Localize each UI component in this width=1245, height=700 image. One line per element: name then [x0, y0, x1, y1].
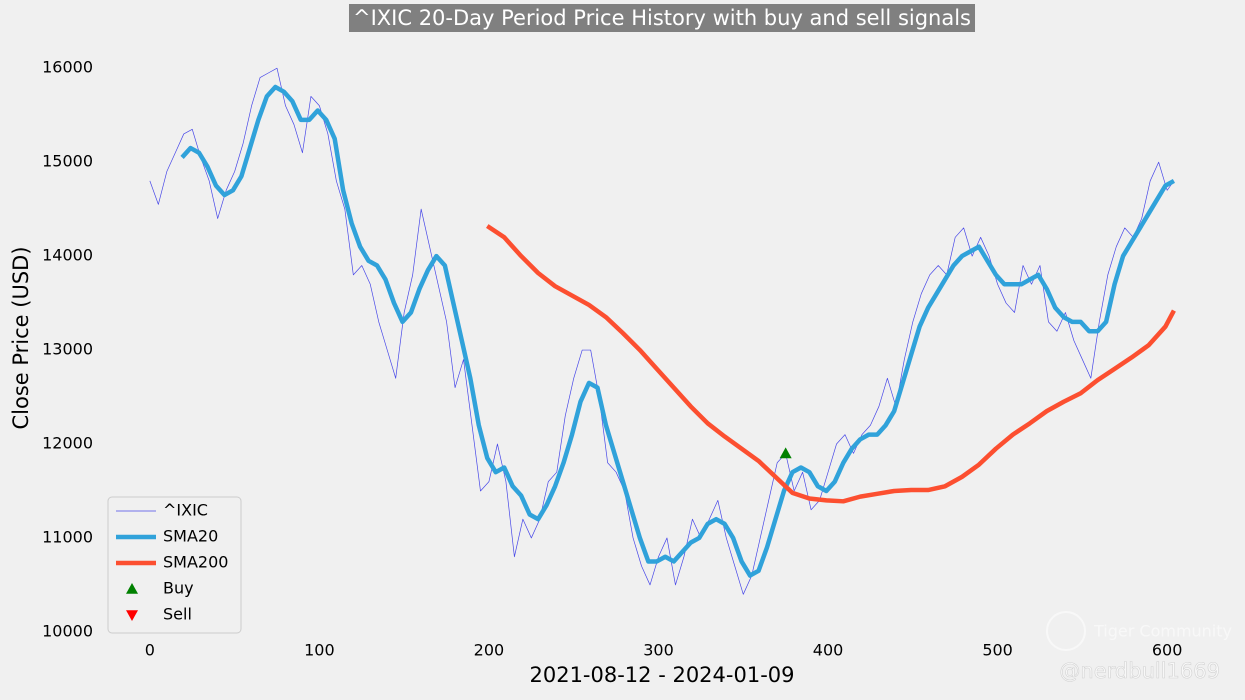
x-tick-label: 100 [304, 641, 335, 660]
y-tick-label: 13000 [42, 340, 93, 359]
y-tick-label: 16000 [42, 58, 93, 77]
legend-label: Buy [163, 579, 194, 598]
watermark-text: @nerdbull1669 [1059, 659, 1220, 683]
legend-label: SMA200 [163, 553, 228, 572]
line-series [149, 67, 1175, 595]
legend-label: SMA20 [163, 527, 218, 546]
x-axis-label: 2021-08-12 - 2024-01-09 [529, 663, 794, 687]
legend-swatch [126, 583, 138, 594]
y-tick-label: 15000 [42, 152, 93, 171]
legend: ^IXIC SMA20 SMA200 Buy Sell [107, 496, 242, 634]
x-tick-label: 300 [643, 641, 674, 660]
x-tick-label: 500 [982, 641, 1013, 660]
watermark-logo [1046, 611, 1086, 651]
watermark-text: Tiger Community [1093, 622, 1232, 641]
signal-marker [779, 447, 792, 459]
y-tick-label: 10000 [42, 621, 93, 640]
line-series [180, 84, 1176, 578]
y-tick-label: 12000 [42, 434, 93, 453]
legend-label: Sell [163, 605, 192, 624]
x-tick-label: 200 [474, 641, 505, 660]
y-axis-label: Close Price (USD) [9, 246, 33, 429]
x-tick-label: 0 [145, 641, 155, 660]
y-tick-label: 14000 [42, 246, 93, 265]
x-tick-label: 400 [813, 641, 844, 660]
legend-label: ^IXIC [163, 501, 208, 520]
watermark: Tiger Community @nerdbull1669 [1046, 611, 1232, 683]
title-box [348, 4, 976, 32]
y-tick-label: 11000 [42, 527, 93, 546]
legend-box [107, 496, 242, 634]
line-series [486, 224, 1176, 504]
legend-swatch [126, 610, 138, 621]
chart-title: ^IXIC 20-Day Period Price History with b… [353, 6, 971, 30]
x-tick-label: 600 [1152, 641, 1183, 660]
